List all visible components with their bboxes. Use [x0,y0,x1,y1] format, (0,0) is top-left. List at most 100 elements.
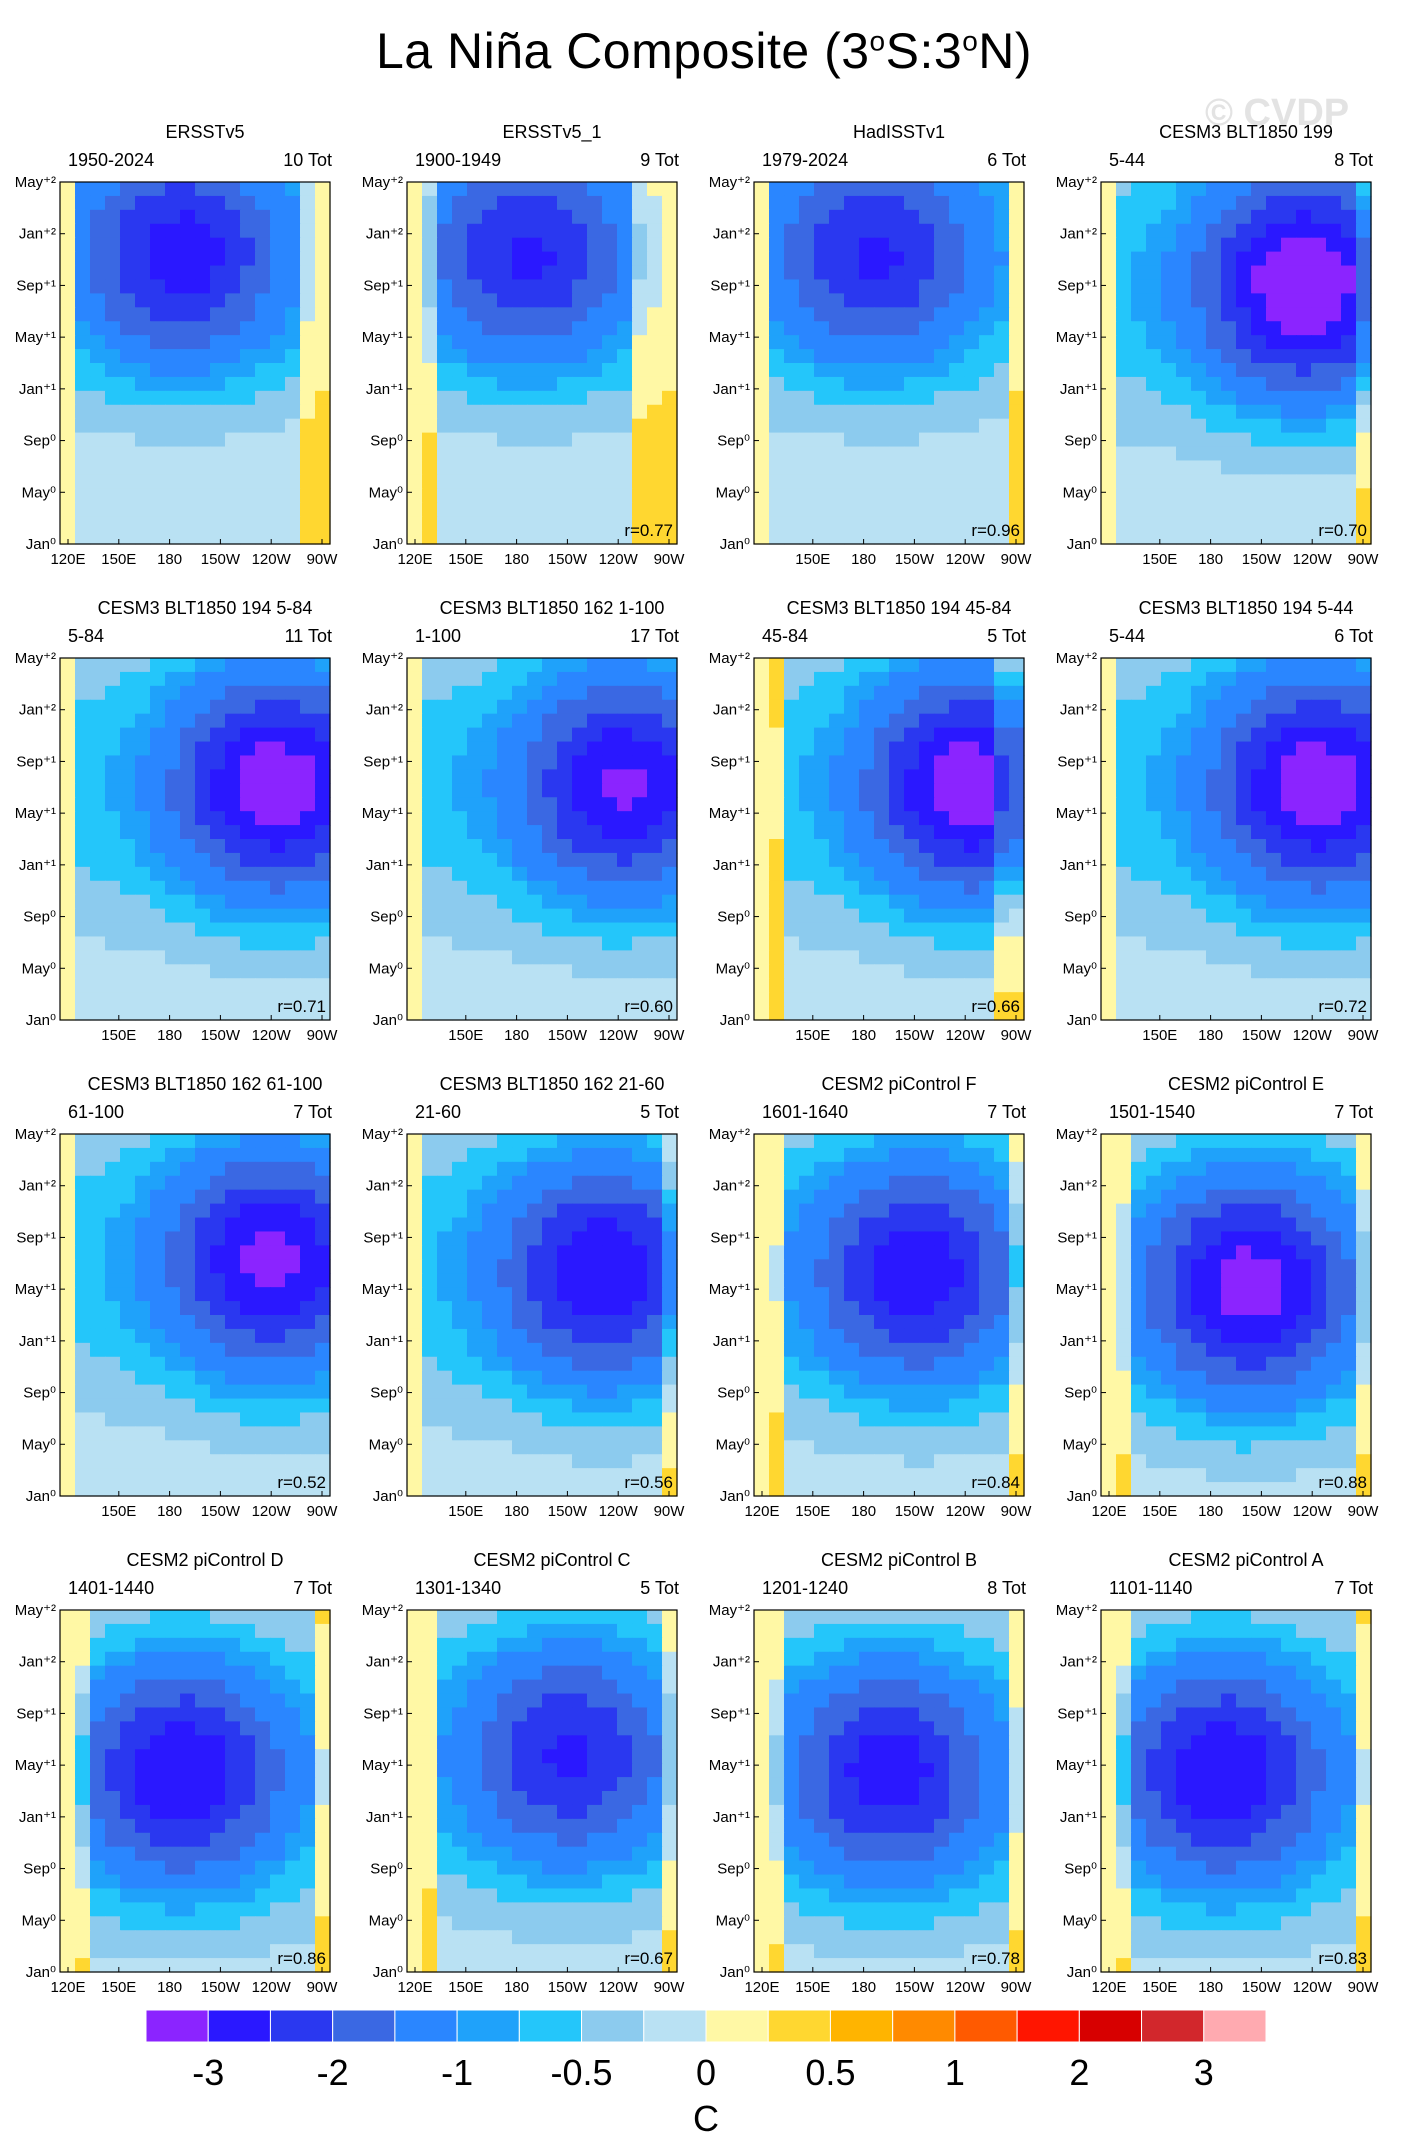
heatmap-cell [105,1384,121,1400]
heatmap-cell [904,321,920,336]
x-tick-label: 150W [548,1027,588,1044]
heatmap-cell [437,1384,453,1400]
heatmap-cell [422,1370,438,1386]
heatmap-cell [437,1006,453,1021]
heatmap-cell [1266,685,1282,701]
heatmap-cell [1009,335,1025,350]
heatmap-cell [497,839,513,854]
heatmap-cell [210,811,226,826]
heatmap-cell [300,811,316,826]
heatmap-cell [75,293,91,308]
heatmap-cell [1236,376,1252,392]
heatmap-cell [979,488,995,503]
heatmap-cell [1101,964,1117,979]
heatmap-cell [255,1384,271,1400]
x-tick-label: 150E [795,1027,830,1044]
heatmap-cell [90,992,106,1007]
heatmap-cell [587,474,603,489]
heatmap-cell [1131,223,1147,239]
heatmap-cell [784,713,800,729]
heatmap-cell [105,866,121,882]
heatmap-cell [1251,866,1267,882]
x-tick-label: 150W [201,1503,241,1520]
heatmap-cell [315,376,331,392]
heatmap-cell [225,699,241,715]
heatmap-cell [467,727,483,743]
heatmap-cell [527,1231,543,1246]
heatmap-cell [1116,376,1132,392]
heatmap-cell [1341,279,1357,294]
heatmap-cell [135,279,151,294]
heatmap-cell [437,182,453,197]
heatmap-cell [769,699,785,715]
heatmap-cell [482,293,498,308]
heatmap-cell [240,488,256,503]
heatmap-cell [602,1328,618,1344]
heatmap-cell [407,1398,423,1414]
heatmap-cell [437,1175,453,1191]
heatmap-cell [889,516,905,531]
heatmap-cell [602,1454,618,1469]
heatmap-cell [994,418,1010,434]
heatmap-cell [1116,783,1132,798]
correlation-label: r=0.60 [624,997,673,1016]
heatmap-cell [315,894,331,910]
heatmap-cell [452,797,468,812]
heatmap-cell [240,866,256,882]
heatmap-cell [647,516,663,531]
heatmap-cell [602,182,618,197]
heatmap-cell [572,349,588,364]
heatmap-cell [467,1259,483,1274]
heatmap-cell [1176,474,1192,489]
heatmap-cell [1009,418,1025,434]
heatmap-cell [844,727,860,743]
heatmap-cell [602,1217,618,1233]
heatmap-cell [180,894,196,910]
heatmap-cell [120,1482,136,1497]
heatmap-cell [572,182,588,197]
heatmap-cell [165,1175,181,1191]
heatmap-cell [1206,404,1222,420]
heatmap-cell [497,1370,513,1386]
heatmap-cell [407,699,423,715]
heatmap-cell [829,936,845,951]
heatmap-cell [270,502,286,517]
heatmap-cell [165,418,181,434]
heatmap-cell [557,1301,573,1316]
heatmap-cell [1009,502,1025,517]
heatmap-cell [1101,769,1117,784]
heatmap-cell [1206,223,1222,239]
heatmap-cell [300,1175,316,1191]
panel-4: CESM3 BLT1850 199 5-44 8 Tot May⁺² Jan⁺² Sep⁺… [1041,122,1381,572]
heatmap-cell [105,1259,121,1274]
heatmap-cell [180,251,196,267]
y-tick-label: Jan⁰ [720,536,750,553]
heatmap-cell [180,1468,196,1483]
heatmap-cell [934,783,950,798]
heatmap-cell [934,839,950,854]
heatmap-cell [210,376,226,392]
heatmap-cell [979,880,995,896]
heatmap-cell [150,741,166,757]
heatmap-cell [572,1356,588,1372]
panel-10: CESM3 BLT1850 162 21-60 21-60 5 Tot May⁺² Ja… [347,1074,687,1524]
panel-title: CESM3 BLT1850 162 61-100 [87,1074,323,1094]
heatmap-cell [165,363,181,378]
heatmap-cell [437,223,453,239]
heatmap-cell [255,1161,271,1177]
heatmap-cell [90,741,106,757]
panel-event-count: 7 Tot [293,1102,332,1122]
heatmap-cell [1101,825,1117,840]
heatmap-cell [150,825,166,840]
heatmap-cell [979,237,995,253]
heatmap-cell [120,209,136,225]
heatmap-cell [150,658,166,673]
heatmap-cell [165,839,181,854]
heatmap-cell [572,1370,588,1386]
heatmap-cell [482,237,498,253]
heatmap-cell [75,1342,91,1358]
heatmap-cell [210,1454,226,1469]
heatmap-cell [1236,474,1252,489]
heatmap-cell [452,390,468,406]
y-tick-label: May⁺² [15,650,56,667]
